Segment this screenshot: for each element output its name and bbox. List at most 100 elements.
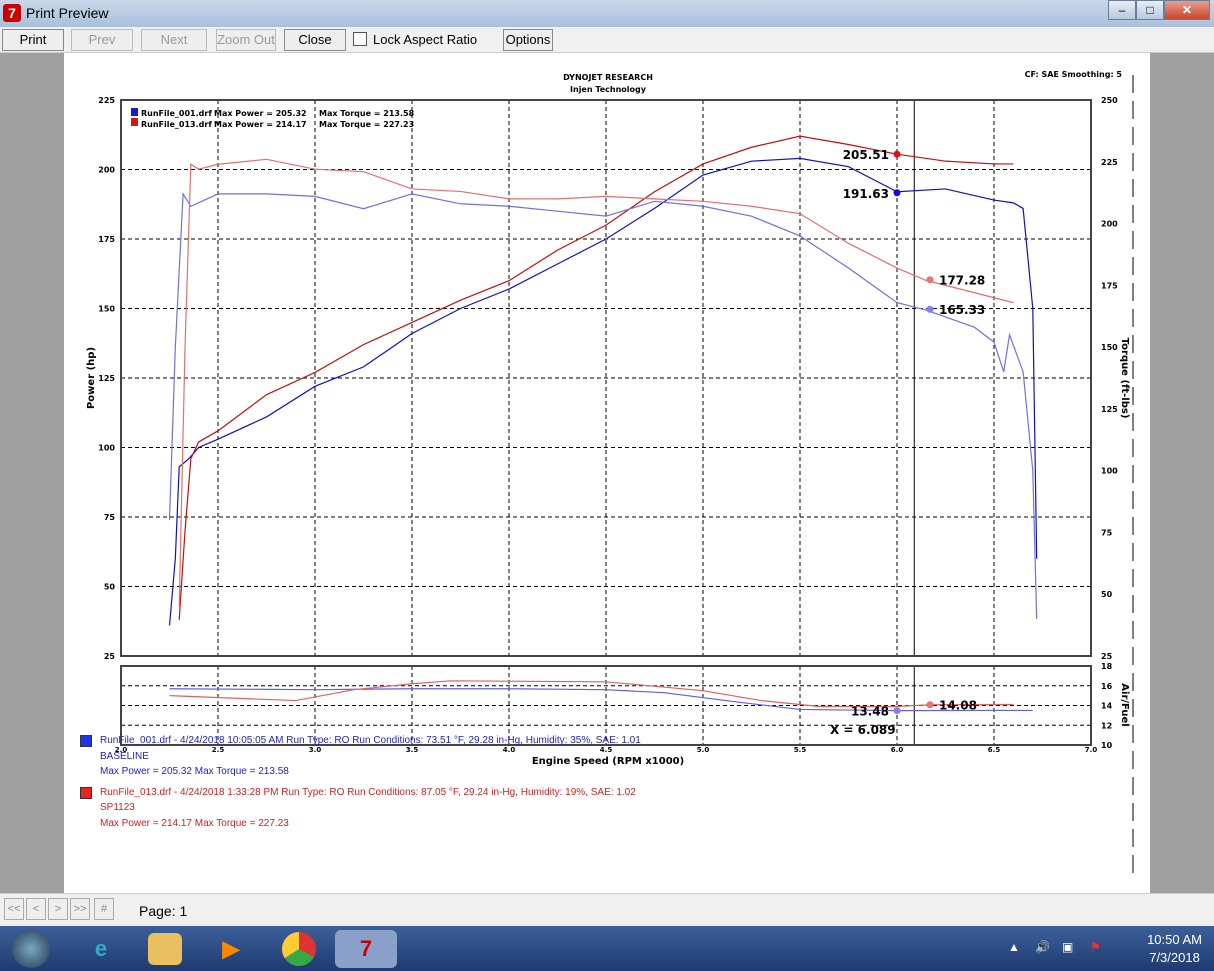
report-title: DYNOJET RESEARCH [563,73,653,82]
prev-page-button[interactable]: < [26,898,46,920]
first-page-button[interactable]: << [4,898,24,920]
media-player-icon[interactable]: ▶ [222,936,240,961]
options-button[interactable]: Options [503,29,553,51]
run-swatch-red [80,786,92,799]
dynojet-app-icon: 7 [3,4,21,22]
print-button[interactable]: Print [2,29,64,51]
clock[interactable]: 10:50 AM 7/3/2018 [1147,931,1202,967]
close-window-button[interactable]: ✕ [1164,0,1210,20]
y-tick-label: 100 [98,444,115,453]
run-name: SP1123 [100,802,135,813]
x-tick-label: 5.5 [794,746,807,754]
y2-tick-label: 25 [1101,652,1113,661]
dynojet-taskbar-icon[interactable]: 7 [335,930,397,968]
report-subtitle: Injen Technology [570,85,647,94]
lock-aspect-checkbox[interactable] [353,32,367,46]
close-button[interactable]: Close [284,29,346,51]
legend-power: Max Power = 214.17 [214,120,307,129]
action-center-icon[interactable]: ⚑ [1090,940,1101,954]
maximize-button[interactable]: □ [1136,0,1164,20]
legend-swatch-red [131,118,138,126]
power-curve [168,157,1038,626]
afr-tick-label: 14 [1101,702,1113,711]
afr-marker-dot [926,701,934,709]
ie-icon[interactable]: e [94,936,108,961]
y2-axis-label: Torque (ft-lbs) [1119,338,1130,419]
minimize-button[interactable]: – [1108,0,1136,20]
run-max: Max Power = 214.17 Max Torque = 227.23 [100,817,289,829]
power-curve [178,135,1014,620]
y-tick-label: 200 [98,166,115,175]
y-tick-label: 25 [104,652,116,661]
x-tick-label: 2.5 [212,746,225,754]
x-axis-label: Engine Speed (RPM x1000) [532,756,684,767]
lock-aspect-label[interactable]: Lock Aspect Ratio [373,32,478,47]
afr-marker-label: 13.48 [851,705,889,719]
legend-file: RunFile_001.drf [141,109,212,118]
y2-tick-label: 50 [1101,590,1113,599]
file-explorer-icon[interactable] [148,933,182,965]
y-axis-label: Power (hp) [86,347,97,409]
run-name: BASELINE [100,750,149,762]
run-swatch-blue [80,735,92,747]
legend: RunFile_001.drf Max Power = 205.32 Max T… [131,108,415,129]
x-tick-label: 7.0 [1085,746,1098,754]
show-hidden-icons[interactable]: ▲ [1008,940,1020,954]
x-tick-label: 3.0 [309,746,322,754]
afr-tick-label: 16 [1101,682,1113,691]
afr-tick-label: 18 [1101,662,1113,671]
y2-tick-label: 125 [1101,405,1118,414]
torque-curve [178,158,1014,607]
afr-curve [169,688,1033,712]
marker-dot [926,305,934,313]
status-bar: << < > >> # Page: 1 [0,893,1214,926]
zoom-out-button[interactable]: Zoom Out [216,29,276,51]
run-info: RunFile_001.drf - 4/24/2018 10:05:05 AM … [100,735,641,746]
window-title: Print Preview [26,5,109,21]
x-tick-label: 6.0 [891,746,904,754]
x-tick-label: 2.0 [115,746,128,754]
goto-page-button[interactable]: # [94,898,114,920]
start-button[interactable] [12,930,50,968]
network-icon[interactable]: ▣ [1062,940,1074,954]
y-tick-label: 150 [98,305,115,314]
afr-tick-label: 10 [1101,741,1113,750]
y-tick-label: 225 [98,96,115,105]
marker-label: 205.51 [843,148,889,162]
clock-date: 7/3/2018 [1149,950,1200,965]
chrome-icon[interactable] [282,932,316,966]
x-tick-label: 4.5 [600,746,613,754]
afr-plot-frame [120,665,1092,746]
afr-tick-label: 12 [1101,721,1112,730]
afr-axis-label: Air/Fuel [1119,683,1130,726]
y-tick-label: 175 [98,235,115,244]
y-tick-label: 50 [104,583,116,592]
legend-power: Max Power = 205.32 [214,109,307,118]
x-tick-label: 3.5 [406,746,419,754]
legend-file: RunFile_013.drf [141,120,212,129]
legend-torque: Max Torque = 227.23 [319,120,414,129]
afr-curve [169,680,1014,708]
y2-tick-label: 75 [1101,528,1113,537]
marker-label: 177.28 [939,274,985,288]
toolbar: Print Prev Next Zoom Out Close Lock Aspe… [0,27,1214,53]
y2-tick-label: 100 [1101,467,1118,476]
y-tick-label: 125 [98,374,115,383]
marker-dot [893,150,901,158]
run-max: Max Power = 205.32 Max Torque = 213.58 [100,766,289,777]
next-page-button[interactable]: > [48,898,68,920]
next-button[interactable]: Next [141,29,207,51]
y-tick-label: 75 [104,513,116,522]
prev-button[interactable]: Prev [71,29,133,51]
y2-tick-label: 250 [1101,96,1118,105]
run-notes: RunFile_001.drf - 4/24/2018 10:05:05 AM … [80,733,641,831]
volume-icon[interactable]: 🔊 [1035,940,1050,954]
main-plot-frame [120,99,1092,657]
x-tick-label: 6.5 [988,746,1001,754]
last-page-button[interactable]: >> [70,898,90,920]
torque-curve [168,191,1038,619]
afr-marker-dot [893,707,901,715]
marker-label: 191.63 [843,187,889,201]
marker-dot [926,276,934,284]
